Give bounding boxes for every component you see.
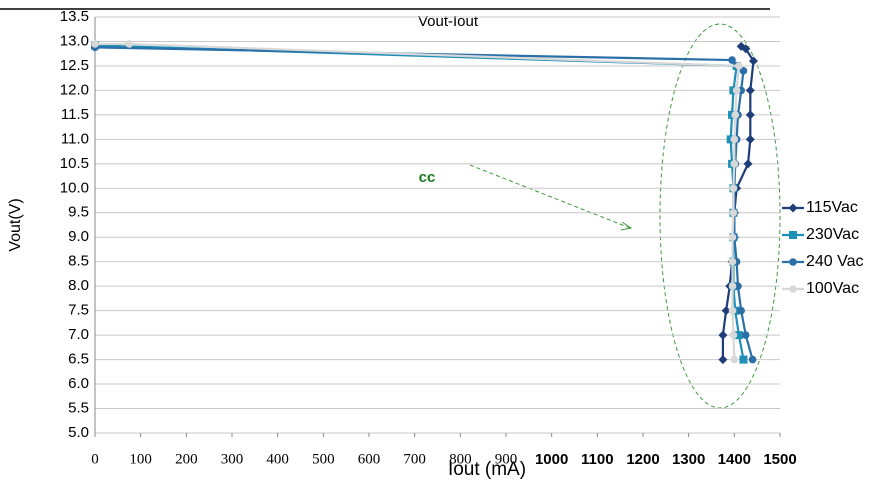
marker [721, 306, 731, 316]
y-tick-label: 11.5 [61, 106, 89, 123]
x-tick-label: 1200 [626, 451, 659, 468]
arrow-head [620, 221, 633, 231]
marker [730, 135, 739, 144]
y-tick-label: 8.5 [68, 253, 89, 270]
marker [734, 282, 742, 290]
x-tick-label: 1400 [718, 451, 751, 468]
series-line [95, 42, 741, 360]
y-tick-label: 12.5 [60, 57, 89, 74]
legend-marker [789, 285, 797, 293]
annotation: cc [419, 169, 436, 186]
marker [734, 331, 743, 340]
x-tick-label: 800 [449, 451, 472, 467]
y-tick-label: 13.0 [60, 32, 89, 49]
marker [125, 40, 134, 48]
marker [731, 111, 740, 119]
legend-marker [789, 258, 797, 266]
chart-title: Vout-Iout [418, 13, 479, 30]
marker [728, 257, 737, 266]
x-tick-label: 300 [221, 451, 244, 467]
x-tick-label: 200 [175, 451, 198, 467]
y-tick-label: 10.0 [60, 179, 89, 196]
x-axis-label: Iout (mA) [448, 459, 526, 480]
x-tick-label: 1000 [535, 451, 568, 468]
marker [741, 331, 750, 339]
marker [718, 330, 728, 340]
y-tick-label: 7.5 [68, 302, 89, 319]
marker [737, 306, 745, 315]
legend-label: 230Vac [806, 226, 859, 243]
legend-label: 240 Vac [806, 253, 864, 270]
y-tick-label: 5.5 [68, 399, 89, 416]
y-tick-label: 9.0 [68, 228, 89, 245]
legend-label: 115Vac [806, 199, 858, 216]
y-tick-label: 6.5 [68, 351, 89, 368]
y-tick-label: 12.0 [60, 81, 89, 98]
marker [745, 85, 755, 95]
marker [91, 40, 99, 48]
marker [728, 282, 737, 290]
marker [735, 62, 743, 70]
y-tick-label: 7.0 [68, 326, 89, 343]
marker [745, 134, 755, 144]
legend-marker [789, 231, 797, 239]
marker [718, 355, 728, 365]
y-tick-label: 10.5 [60, 155, 89, 172]
x-tick-label: 0 [91, 451, 99, 467]
marker [729, 208, 738, 217]
legend-marker [788, 203, 798, 213]
annotation-arrow [469, 164, 631, 229]
marker [728, 306, 737, 315]
series-line [94, 46, 754, 360]
x-tick-label: 100 [129, 451, 152, 467]
marker [728, 56, 736, 64]
x-tick-label: 1500 [763, 451, 796, 468]
y-tick-label: 5.0 [68, 424, 89, 441]
series [91, 40, 743, 364]
marker [732, 86, 741, 95]
y-tick-label: 8.0 [68, 277, 89, 294]
y-tick-label: 11.0 [61, 130, 89, 147]
marker [730, 160, 739, 168]
x-tick-label: 500 [312, 451, 335, 467]
marker [748, 355, 757, 364]
marker [730, 355, 739, 364]
x-tick-label: 400 [266, 451, 289, 467]
marker [749, 56, 759, 66]
x-tick-label: 1100 [581, 451, 614, 468]
y-tick-label: 13.5 [60, 8, 89, 25]
marker [729, 331, 738, 339]
series-line [94, 44, 745, 360]
x-tick-label: 600 [358, 451, 381, 467]
marker [739, 355, 748, 364]
marker [739, 67, 748, 75]
y-tick-label: 6.0 [68, 375, 89, 392]
marker [728, 233, 737, 242]
x-tick-label: 900 [495, 451, 518, 467]
y-axis-label: Vout(V) [7, 198, 24, 251]
series [91, 41, 748, 364]
legend-label: 100Vac [806, 280, 859, 297]
x-tick-label: 1300 [672, 451, 705, 468]
x-tick-label: 700 [403, 451, 426, 467]
y-tick-label: 9.5 [68, 204, 89, 221]
cc-ellipse [659, 23, 781, 409]
marker [743, 159, 753, 169]
marker [736, 41, 746, 51]
marker [745, 110, 755, 120]
marker [729, 184, 738, 193]
series [91, 43, 757, 364]
